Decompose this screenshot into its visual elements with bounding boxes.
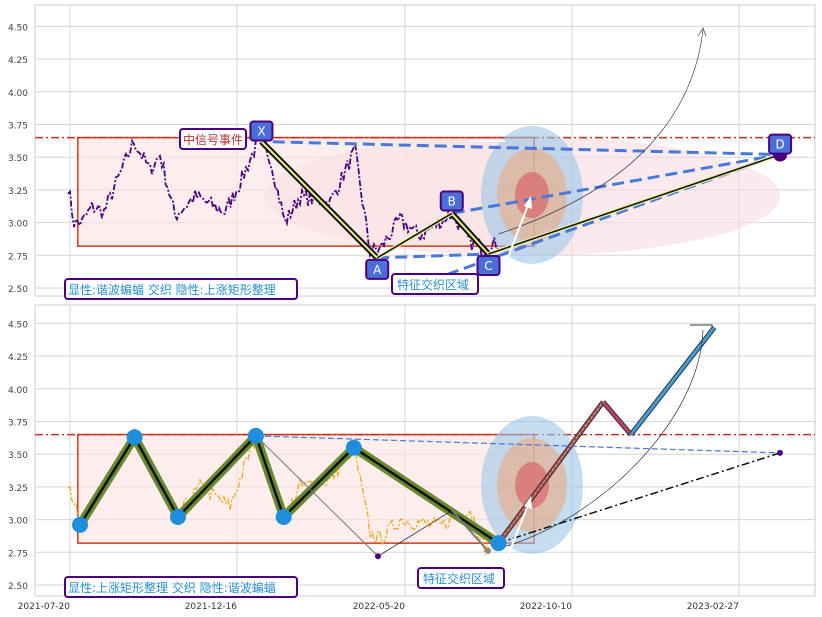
wave-point-marker [345,439,362,456]
projection-curve [498,29,704,235]
y-tick-label: 3.75 [8,419,28,429]
point-label-box-b [439,190,464,212]
signal-label: 中信号事件 [183,132,243,147]
pointer-arrow [504,499,531,564]
point-label-c: C [484,259,492,273]
point-a-marker [375,553,381,560]
y-tick-label: 3.00 [8,517,28,527]
y-tick-label: 2.75 [8,549,28,559]
point-label-b: B [448,194,456,208]
harmonic-leg-highlight [451,212,490,255]
bc-line [451,509,489,552]
y-tick-label: 2.50 [8,285,28,295]
y-tick-label: 4.50 [8,320,28,330]
y-tick-label: 2.75 [8,252,28,262]
dashed-projection-upper [255,435,781,454]
target-bracket [690,324,713,328]
pattern-description: 显性:上涨矩形整理 交织 隐性:谐波蝙蝠 [68,580,276,595]
harmonic-leg-highlight [260,140,378,259]
point-label-box-d [768,133,793,155]
pattern-description: 显性:谐波蝙蝠 交织 隐性:上涨矩形整理 [68,282,276,297]
x-tick-label: 2022-10-10 [520,602,573,612]
y-tick-label: 4.00 [8,89,28,99]
point-label-x: X [257,125,265,139]
x-tick-label: 2021-07-20 [18,602,71,612]
point-label-box-a [365,258,390,280]
xa-line [255,435,379,557]
wave-point-marker [126,429,143,446]
harmonic-leg [376,212,453,259]
feature-zone-label-box [417,567,505,589]
feature-zone-label: 特征交织区域 [423,571,495,586]
y-tick-label: 4.50 [8,23,28,33]
wave-point-marker [275,508,292,525]
harmonic-leg [488,153,781,255]
wave-point-marker [247,427,264,444]
y-tick-label: 3.00 [8,220,28,230]
y-tick-label: 4.00 [8,386,28,396]
projection-curve [499,329,704,549]
wave-point-marker [490,535,507,552]
price-series [67,133,499,259]
y-tick-label: 3.25 [8,187,28,197]
target-zone-inner [515,462,549,508]
y-tick-label: 3.50 [8,451,28,461]
feature-zone-label-box [391,273,479,295]
arrow-head-icon [697,27,707,37]
x-tick-label: 2022-05-20 [353,602,406,612]
wave-point-marker [169,508,186,525]
top-panel: 2.50 2.75 3.00 3.25 3.50 3.75 4.00 4.25 4.50 中信号事… [8,4,816,300]
y-tick-label: 4.25 [8,56,28,66]
harmonic-dashed-ac [377,252,489,260]
point-d-marker [777,449,783,456]
pattern-description-box [64,278,298,300]
target-zone-inner [515,172,549,218]
wave-point-marker [72,516,89,533]
dashdot-projection [497,452,781,544]
point-label-d: D [775,138,784,152]
x-tick-label: 2023-02-27 [687,602,739,612]
pattern-description-box [64,576,298,598]
projection-leg [629,326,716,436]
y-tick-label: 4.25 [8,353,28,363]
signal-label-box [179,128,247,150]
pointer-arrow [504,199,531,266]
point-label-box-c [476,254,501,276]
arrow-head-icon [524,196,532,209]
point-label-a: A [373,263,382,277]
x-tick-label: 2021-12-16 [185,602,238,612]
arrow-head-icon [524,496,532,509]
y-tick-label: 3.25 [8,484,28,494]
projection-leg [601,400,633,436]
point-c-marker [485,547,491,554]
point-label-box-x [249,120,274,142]
feature-zone-label: 特征交织区域 [397,277,469,292]
ab-line [377,510,453,557]
bottom-panel: 2.50 2.75 3.00 3.25 3.50 3.75 4.00 4.25 4.50 显性:上… [8,304,816,612]
y-tick-label: 3.50 [8,154,28,164]
y-tick-label: 3.75 [8,122,28,132]
y-tick-label: 2.50 [8,582,28,592]
projection-leg-inner [498,401,604,544]
